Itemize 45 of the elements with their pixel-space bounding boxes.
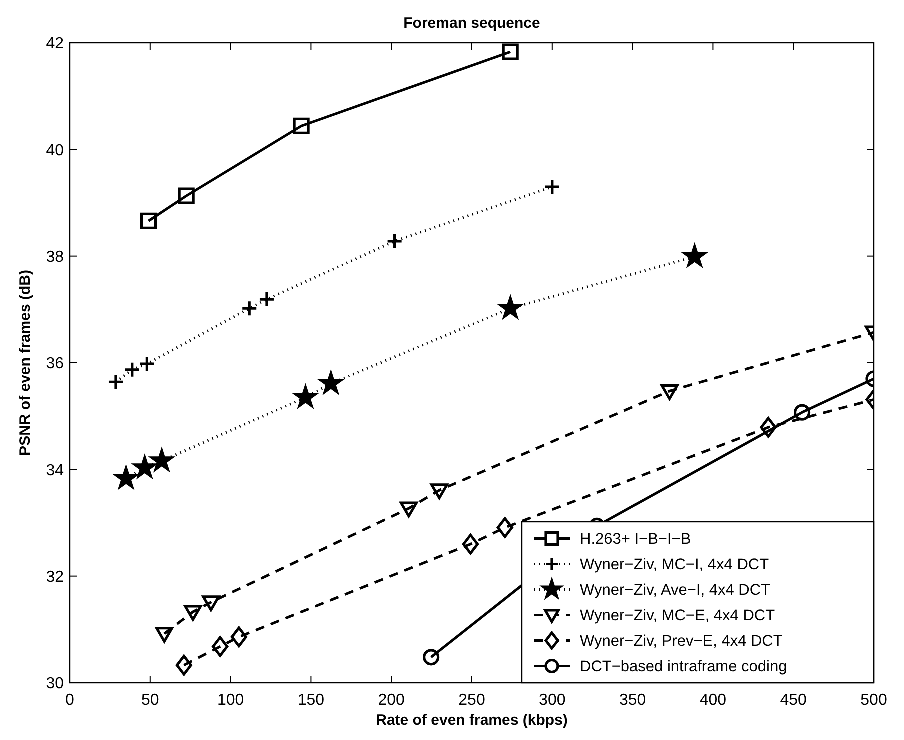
x-axis-title: Rate of even frames (kbps) bbox=[376, 712, 568, 729]
x-tick-label: 100 bbox=[217, 692, 244, 709]
point bbox=[293, 118, 310, 134]
point bbox=[178, 188, 195, 204]
y-tick-label: 30 bbox=[46, 676, 64, 693]
y-tick-label: 42 bbox=[46, 36, 64, 53]
legend-label: DCT−based intraframe coding bbox=[580, 658, 788, 676]
point bbox=[502, 44, 519, 60]
point bbox=[176, 655, 192, 676]
legend-label: Wyner−Ziv, Ave−I, 4x4 DCT bbox=[580, 582, 772, 600]
point bbox=[423, 649, 440, 666]
point bbox=[496, 517, 514, 538]
x-tick-label: 50 bbox=[142, 692, 160, 709]
y-tick-label: 34 bbox=[46, 462, 64, 480]
y-tick-label: 32 bbox=[46, 568, 64, 586]
y-tick-label: 38 bbox=[46, 248, 64, 266]
point bbox=[462, 534, 480, 555]
x-tick-label: 150 bbox=[298, 692, 325, 709]
legend-label: Wyner−Ziv, MC−E, 4x4 DCT bbox=[580, 608, 776, 625]
y-axis-title: PSNR of even frames (dB) bbox=[17, 270, 34, 456]
legend-label: H.263+ I−B−I−B bbox=[580, 531, 692, 548]
x-tick-label: 200 bbox=[378, 692, 406, 709]
point bbox=[794, 404, 811, 421]
legend-label: Wyner−Ziv, MC−I, 4x4 DCT bbox=[580, 556, 770, 574]
chart-title: Foreman sequence bbox=[404, 15, 540, 32]
point bbox=[156, 627, 174, 643]
point bbox=[230, 626, 248, 648]
point bbox=[140, 212, 158, 230]
point bbox=[660, 384, 679, 400]
x-tick-label: 500 bbox=[860, 692, 888, 709]
point bbox=[760, 417, 777, 438]
y-tick-label: 36 bbox=[46, 356, 64, 373]
point bbox=[400, 502, 418, 518]
legend-label: Wyner−Ziv, Prev−E, 4x4 DCT bbox=[580, 633, 784, 650]
point bbox=[212, 636, 229, 658]
point bbox=[202, 596, 220, 612]
x-tick-label: 400 bbox=[700, 692, 727, 709]
y-tick-label: 40 bbox=[46, 142, 64, 160]
point bbox=[184, 605, 202, 622]
point bbox=[430, 484, 449, 500]
x-tick-label: 0 bbox=[66, 692, 75, 709]
x-tick-label: 450 bbox=[780, 692, 808, 709]
x-tick-label: 250 bbox=[458, 692, 486, 709]
x-tick-label: 350 bbox=[619, 692, 646, 709]
x-tick-label: 300 bbox=[539, 692, 566, 709]
